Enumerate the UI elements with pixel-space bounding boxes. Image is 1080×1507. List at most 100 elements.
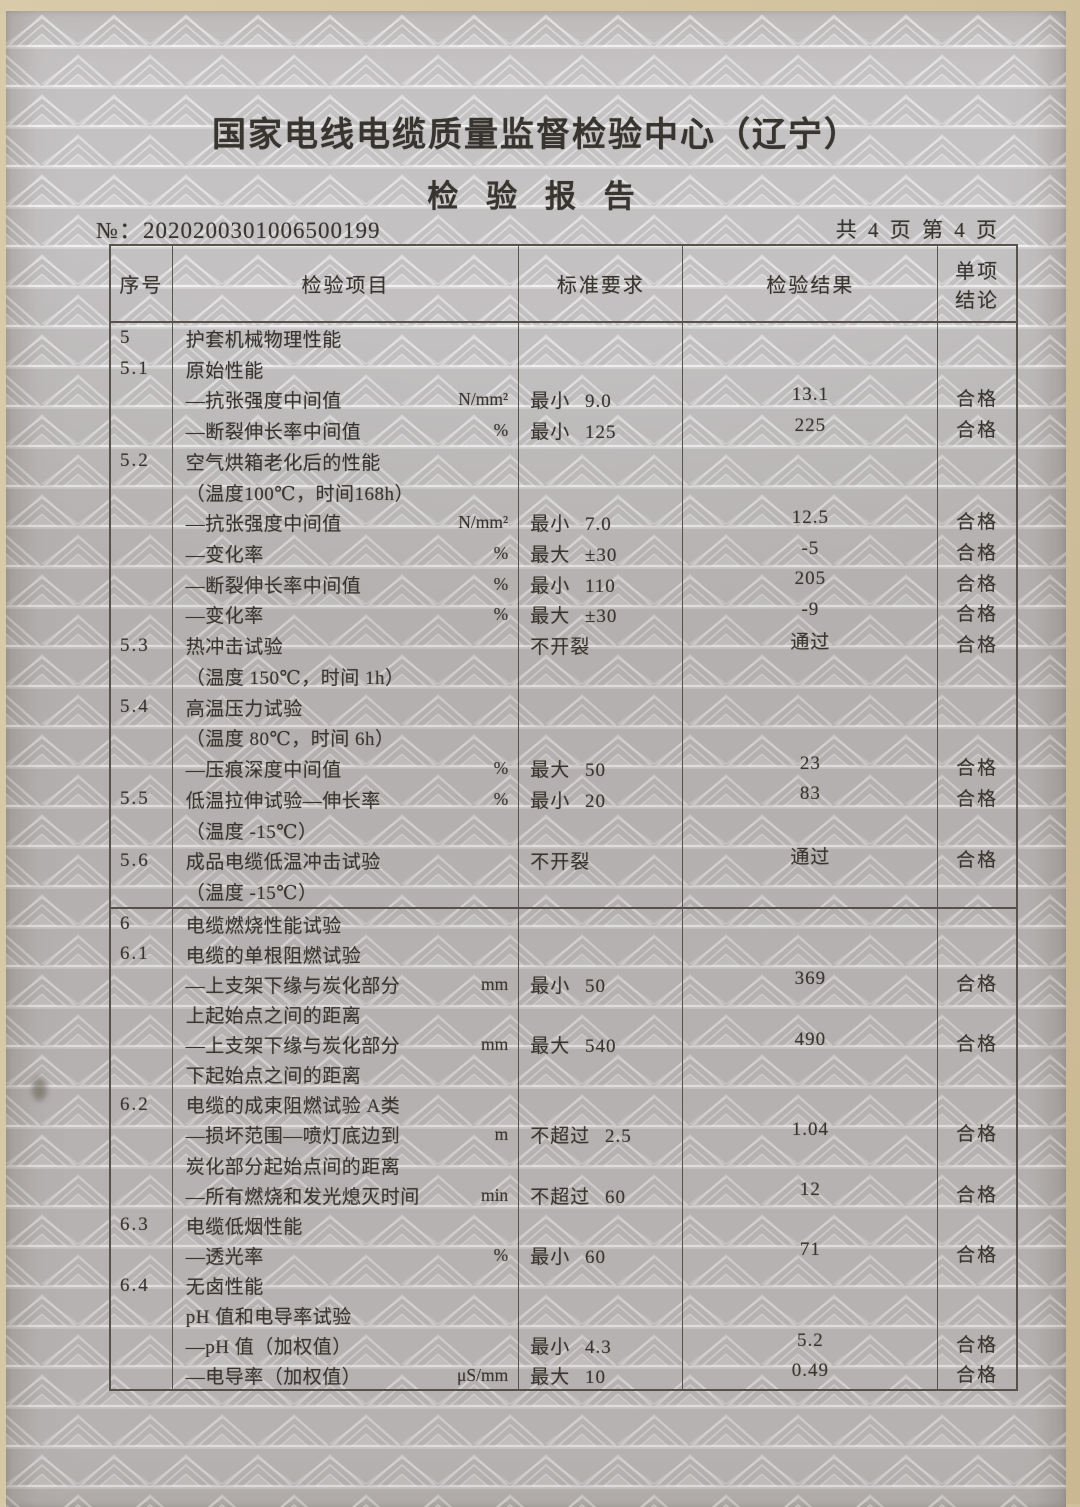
cell-requirement: 最大 50 (519, 753, 684, 785)
cell-requirement: 不超过 2.5 (519, 1119, 684, 1150)
item-text: —电导率（加权值） (185, 1367, 362, 1389)
cell-no (111, 1150, 173, 1181)
table-row: 5.2 空气烘箱老化后的性能 (111, 445, 1016, 477)
table-row: —透光率% 最小 60 71 合格 (111, 1239, 1016, 1271)
cell-conclusion: 合格 (956, 1034, 999, 1056)
cell-result: 369 (683, 968, 939, 1000)
item-text: —抗张强度中间值 (185, 391, 342, 413)
cell-item: 电缆的单根阻燃试验 (173, 939, 520, 970)
cell-result: 83 (683, 783, 939, 815)
cell-no: 5.6 (111, 845, 173, 877)
cell-item: （温度100℃，时间168h） (173, 476, 520, 508)
header-conclusion-line1: 单项 (955, 260, 1000, 283)
cell-no (111, 1059, 173, 1090)
table-row: （温度 80℃，时间 6h） (111, 722, 1016, 754)
cell-result: 5.2 (683, 1330, 939, 1361)
table-row: —压痕深度中间值% 最大 50 23 合格 (111, 753, 1016, 785)
cell-conclusion: 合格 (956, 635, 999, 657)
cell-conclusion (938, 692, 1016, 723)
cell-requirement (519, 1270, 684, 1301)
cell-no (111, 814, 173, 846)
cell-result: 通过 (683, 845, 939, 877)
cell-result: 13.1 (683, 384, 939, 416)
cell-requirement (519, 909, 684, 940)
cell-conclusion: 合格 (956, 389, 999, 411)
cell-no (111, 384, 173, 416)
cell-item: 炭化部分起始点间的距离 (173, 1150, 520, 1181)
item-text: 热冲击试验 (185, 637, 284, 659)
watermark-pattern (6, 11, 1066, 1507)
cell-item: 电缆低烟性能 (173, 1210, 520, 1241)
cell-item: —上支架下缘与炭化部分 mm (173, 1029, 520, 1060)
item-text: 高温压力试验 (185, 698, 303, 720)
cell-no: 5.3 (111, 630, 173, 662)
cell-no (111, 599, 173, 631)
table-row: —所有燃烧和发光熄灭时间 min 不超过 60 12 合格 (111, 1179, 1016, 1211)
cell-conclusion: 合格 (956, 1124, 999, 1146)
report-no-label: №： (96, 218, 143, 243)
item-text: 成品电缆低温冲击试验 (185, 852, 381, 874)
item-text: 电缆燃烧性能试验 (185, 915, 342, 937)
cell-item: —损坏范围—喷灯底边到 m (173, 1119, 520, 1150)
table-row: —变化率% 最大 ±30 -5 合格 (111, 538, 1016, 569)
cell-requirement: 不开裂 (519, 630, 684, 662)
item-text: pH 值和电导率试验 (185, 1307, 352, 1329)
cell-result (683, 476, 939, 508)
cell-conclusion (938, 876, 1016, 907)
table-row: 5.1 原始性能 (111, 353, 1016, 385)
cell-conclusion (938, 661, 1016, 692)
cell-result (683, 661, 939, 692)
cell-result: 23 (683, 753, 939, 785)
item-text: —透光率 (185, 1246, 264, 1268)
cell-no (111, 876, 173, 907)
unit-text: % (493, 420, 509, 441)
cell-no: 5.5 (111, 784, 173, 815)
cell-result (683, 1270, 939, 1301)
item-text: 无卤性能 (185, 1277, 264, 1299)
item-text: 上起始点之间的距离 (185, 1005, 362, 1027)
table-row: —上支架下缘与炭化部分 mm 最小 50 369 合格 (111, 968, 1016, 1000)
cell-item: —抗张强度中间值 N/mm² (173, 384, 520, 416)
cell-conclusion: 合格 (956, 1184, 999, 1206)
cell-requirement (519, 353, 684, 385)
cell-no: 5.1 (111, 353, 173, 385)
cell-requirement: 最小 50 (519, 969, 684, 1000)
cell-conclusion: 合格 (956, 573, 999, 595)
unit-text: mm (480, 973, 509, 994)
item-text: 护套机械物理性能 (185, 329, 342, 351)
cell-conclusion (938, 1271, 1016, 1301)
item-text: （温度 -15℃） (185, 821, 318, 843)
cell-result: 205 (683, 568, 939, 600)
unit-text: % (493, 543, 509, 563)
item-text: （温度 -15℃） (185, 883, 318, 905)
cell-item: （温度 150℃，时间 1h） (173, 661, 520, 692)
cell-result (683, 939, 939, 970)
cell-result: 490 (683, 1029, 939, 1060)
cell-result: 225 (683, 415, 939, 446)
cell-requirement (519, 1300, 684, 1331)
cell-no (111, 476, 173, 508)
cell-no: 6.4 (111, 1270, 173, 1301)
page-count: 共 4 页 第 4 页 (835, 218, 1000, 242)
cell-result (683, 445, 939, 477)
cell-item: （温度 -15℃） (173, 814, 520, 846)
cell-conclusion (938, 446, 1016, 477)
cell-no (111, 538, 173, 569)
cell-requirement (519, 661, 684, 692)
table-row: —电导率（加权值） μS/mm 最大 10 0.49 合格 (111, 1360, 1016, 1391)
cell-result: 1.04 (683, 1119, 939, 1150)
cell-item: （温度 80℃，时间 6h） (173, 722, 520, 754)
cell-conclusion: 合格 (956, 850, 999, 872)
cell-item: —断裂伸长率中间值% (173, 415, 520, 446)
cell-requirement: 最小 9.0 (519, 384, 684, 416)
unit-text: N/mm² (458, 389, 509, 410)
table-row: （温度 150℃，时间 1h） (111, 661, 1016, 692)
table-row: 6.1 电缆的单根阻燃试验 (111, 939, 1016, 970)
cell-conclusion (938, 1150, 1016, 1180)
cell-no (111, 415, 173, 446)
cell-no: 6 (111, 909, 173, 940)
cell-result: -5 (683, 538, 939, 569)
item-text: —变化率 (185, 545, 264, 566)
cell-item: —变化率% (173, 599, 520, 631)
